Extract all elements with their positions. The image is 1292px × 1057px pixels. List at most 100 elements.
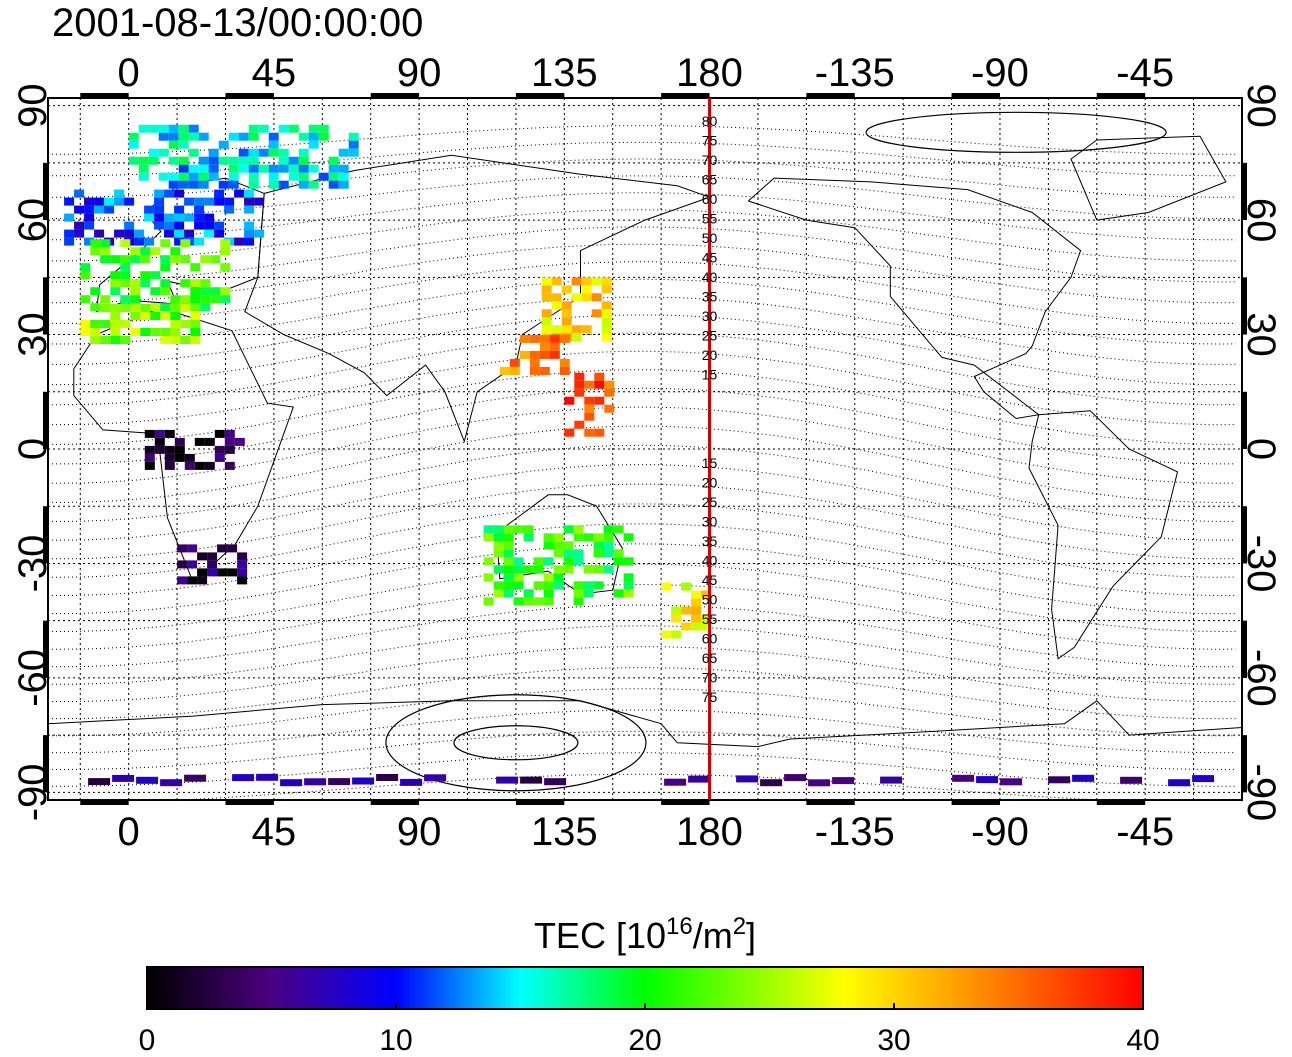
tec-cell	[298, 172, 309, 181]
tec-cell	[601, 325, 612, 334]
tec-cell	[150, 247, 161, 256]
contour-label: 45	[702, 250, 718, 266]
tec-cell	[574, 372, 585, 381]
contour-label: 35	[702, 533, 718, 549]
tec-cell	[204, 437, 215, 446]
lon-tick-label: 180	[676, 810, 743, 854]
tec-cell	[248, 180, 259, 189]
tec-cell	[583, 589, 594, 598]
tec-cell	[140, 255, 151, 264]
contour-label: 40	[702, 553, 718, 569]
frame-bar	[1242, 391, 1247, 449]
tec-cell	[124, 197, 135, 206]
contour-label: 35	[702, 289, 718, 305]
lat-tick-label: -90	[11, 763, 55, 821]
tec-cell	[1, 548, 11, 556]
tec-cell	[228, 164, 239, 173]
tec-cell	[520, 776, 543, 784]
lat-tick-label: 0	[1239, 438, 1283, 460]
contour-label: 50	[702, 230, 718, 246]
tec-cell	[493, 565, 504, 574]
tec-cell	[188, 132, 199, 141]
tec-cell	[80, 271, 91, 280]
lon-tick-label: -135	[815, 810, 895, 854]
tec-cell	[144, 205, 155, 214]
lon-tick-label: 135	[531, 51, 598, 95]
tec-cell	[613, 589, 624, 598]
tec-cell	[11, 484, 21, 492]
tec-cell	[110, 304, 121, 312]
tec-cell	[701, 614, 712, 623]
tec-cell	[543, 581, 554, 590]
frame-bar	[80, 93, 129, 98]
tec-cell	[64, 213, 75, 222]
frame-bar	[515, 93, 565, 98]
tec-cell	[190, 263, 201, 272]
tec-cell	[120, 304, 131, 312]
tec-cell	[523, 565, 534, 574]
tec-cell	[543, 589, 554, 598]
tec-cell	[591, 309, 602, 318]
lon-tick-label: 45	[252, 810, 297, 854]
tec-cell	[88, 778, 111, 786]
tec-cell	[701, 622, 712, 631]
tec-cell	[571, 325, 582, 334]
tec-cell	[1, 484, 11, 492]
tec-cell	[573, 533, 584, 542]
tec-cell	[154, 445, 165, 454]
tec-cell	[338, 172, 349, 181]
tec-cell	[529, 358, 540, 367]
tec-cell	[499, 366, 510, 375]
tec-cell	[551, 301, 562, 310]
tec-cell	[198, 164, 209, 173]
tec-cell	[308, 124, 319, 133]
tec-cell	[80, 328, 91, 336]
tec-cell	[214, 221, 225, 230]
tec-cell	[328, 180, 339, 189]
tec-cell	[190, 279, 201, 288]
tec-cell	[571, 333, 582, 342]
tec-cell	[1168, 779, 1191, 787]
tec-cell	[571, 293, 582, 302]
tec-cell	[496, 776, 519, 784]
tec-cell	[214, 429, 225, 438]
tec-cell	[228, 172, 239, 181]
tec-cell	[593, 549, 604, 558]
tec-cell	[564, 396, 575, 405]
contour-label: 65	[702, 172, 718, 188]
mag-contour	[48, 646, 1236, 702]
tec-cell	[613, 549, 624, 558]
tec-cell	[194, 237, 205, 246]
tec-cell	[691, 614, 702, 623]
tec-cell	[0, 484, 1, 492]
colorbar-tick-label: 0	[139, 1024, 156, 1057]
frame-bar	[951, 93, 1000, 98]
tec-cell	[691, 590, 702, 599]
north-pole-contour	[865, 111, 1167, 153]
tec-cell	[190, 336, 201, 344]
tec-cell	[197, 568, 208, 577]
tec-cell	[100, 304, 111, 312]
tec-cell	[200, 295, 211, 304]
tec-cell	[681, 622, 692, 631]
tec-cell	[523, 525, 534, 534]
tec-cell	[529, 334, 540, 343]
tec-cell	[220, 287, 231, 296]
tec-cell	[308, 132, 319, 141]
tec-cell	[503, 557, 514, 566]
tec-cell	[593, 565, 604, 574]
mag-contour	[48, 209, 1236, 262]
tec-cell	[400, 778, 423, 786]
top-lon-ticks: 0 45 90 135 180 -135 -90 -45	[118, 51, 1175, 95]
tec-cell	[180, 279, 191, 288]
tec-cell	[168, 180, 179, 189]
tec-cell	[594, 428, 605, 437]
tec-cell	[248, 132, 259, 141]
tec-cell	[268, 140, 279, 149]
tec-cell	[832, 777, 855, 785]
frame-bar	[661, 93, 710, 98]
tec-cell	[288, 172, 299, 181]
tec-cell	[519, 350, 530, 359]
tec-cell	[553, 573, 564, 582]
tec-cell	[130, 328, 141, 336]
